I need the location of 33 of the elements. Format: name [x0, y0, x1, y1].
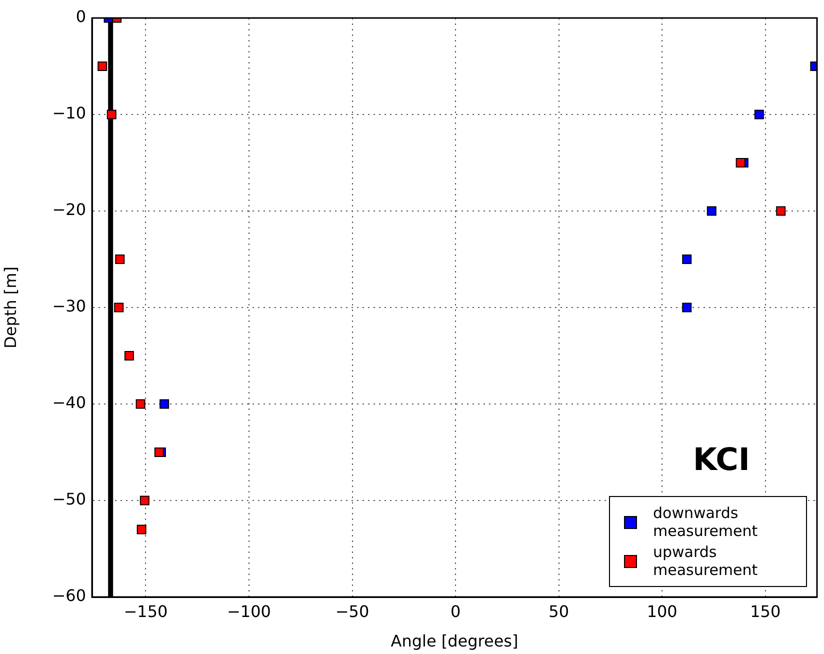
point [124, 351, 134, 360]
point [754, 110, 764, 120]
y-tick-label: 0 [76, 7, 86, 26]
point [98, 62, 108, 71]
point [736, 158, 746, 168]
point [114, 302, 124, 312]
y-tick-label: −30 [52, 296, 86, 316]
y-tick-label: −10 [52, 104, 86, 123]
point [160, 399, 170, 409]
y-tick-label: −20 [52, 200, 86, 220]
point [682, 302, 692, 312]
y-tick-label: −60 [52, 586, 86, 606]
point [776, 206, 786, 216]
point [136, 524, 146, 534]
x-tick-label: −50 [335, 602, 370, 621]
point [682, 254, 692, 264]
x-tick-label: −150 [124, 602, 168, 621]
x-tick-label: 50 [548, 602, 569, 621]
point [136, 399, 146, 409]
point [706, 206, 716, 216]
annotation: KCI [693, 442, 750, 478]
y-axis-title: Depth [m] [0, 266, 20, 348]
y-tick-label: −40 [52, 393, 86, 412]
x-tick-label: −100 [227, 602, 271, 621]
x-tick-label: 100 [646, 602, 678, 621]
x-tick-label: 0 [450, 602, 461, 621]
point [115, 254, 125, 264]
x-tick-label: 150 [750, 602, 781, 621]
point [140, 496, 150, 506]
y-tick-label: −50 [52, 490, 86, 509]
point [106, 110, 116, 120]
x-axis-title: Angle [degrees] [390, 632, 518, 651]
legend-label: upwards measurement [653, 543, 759, 579]
